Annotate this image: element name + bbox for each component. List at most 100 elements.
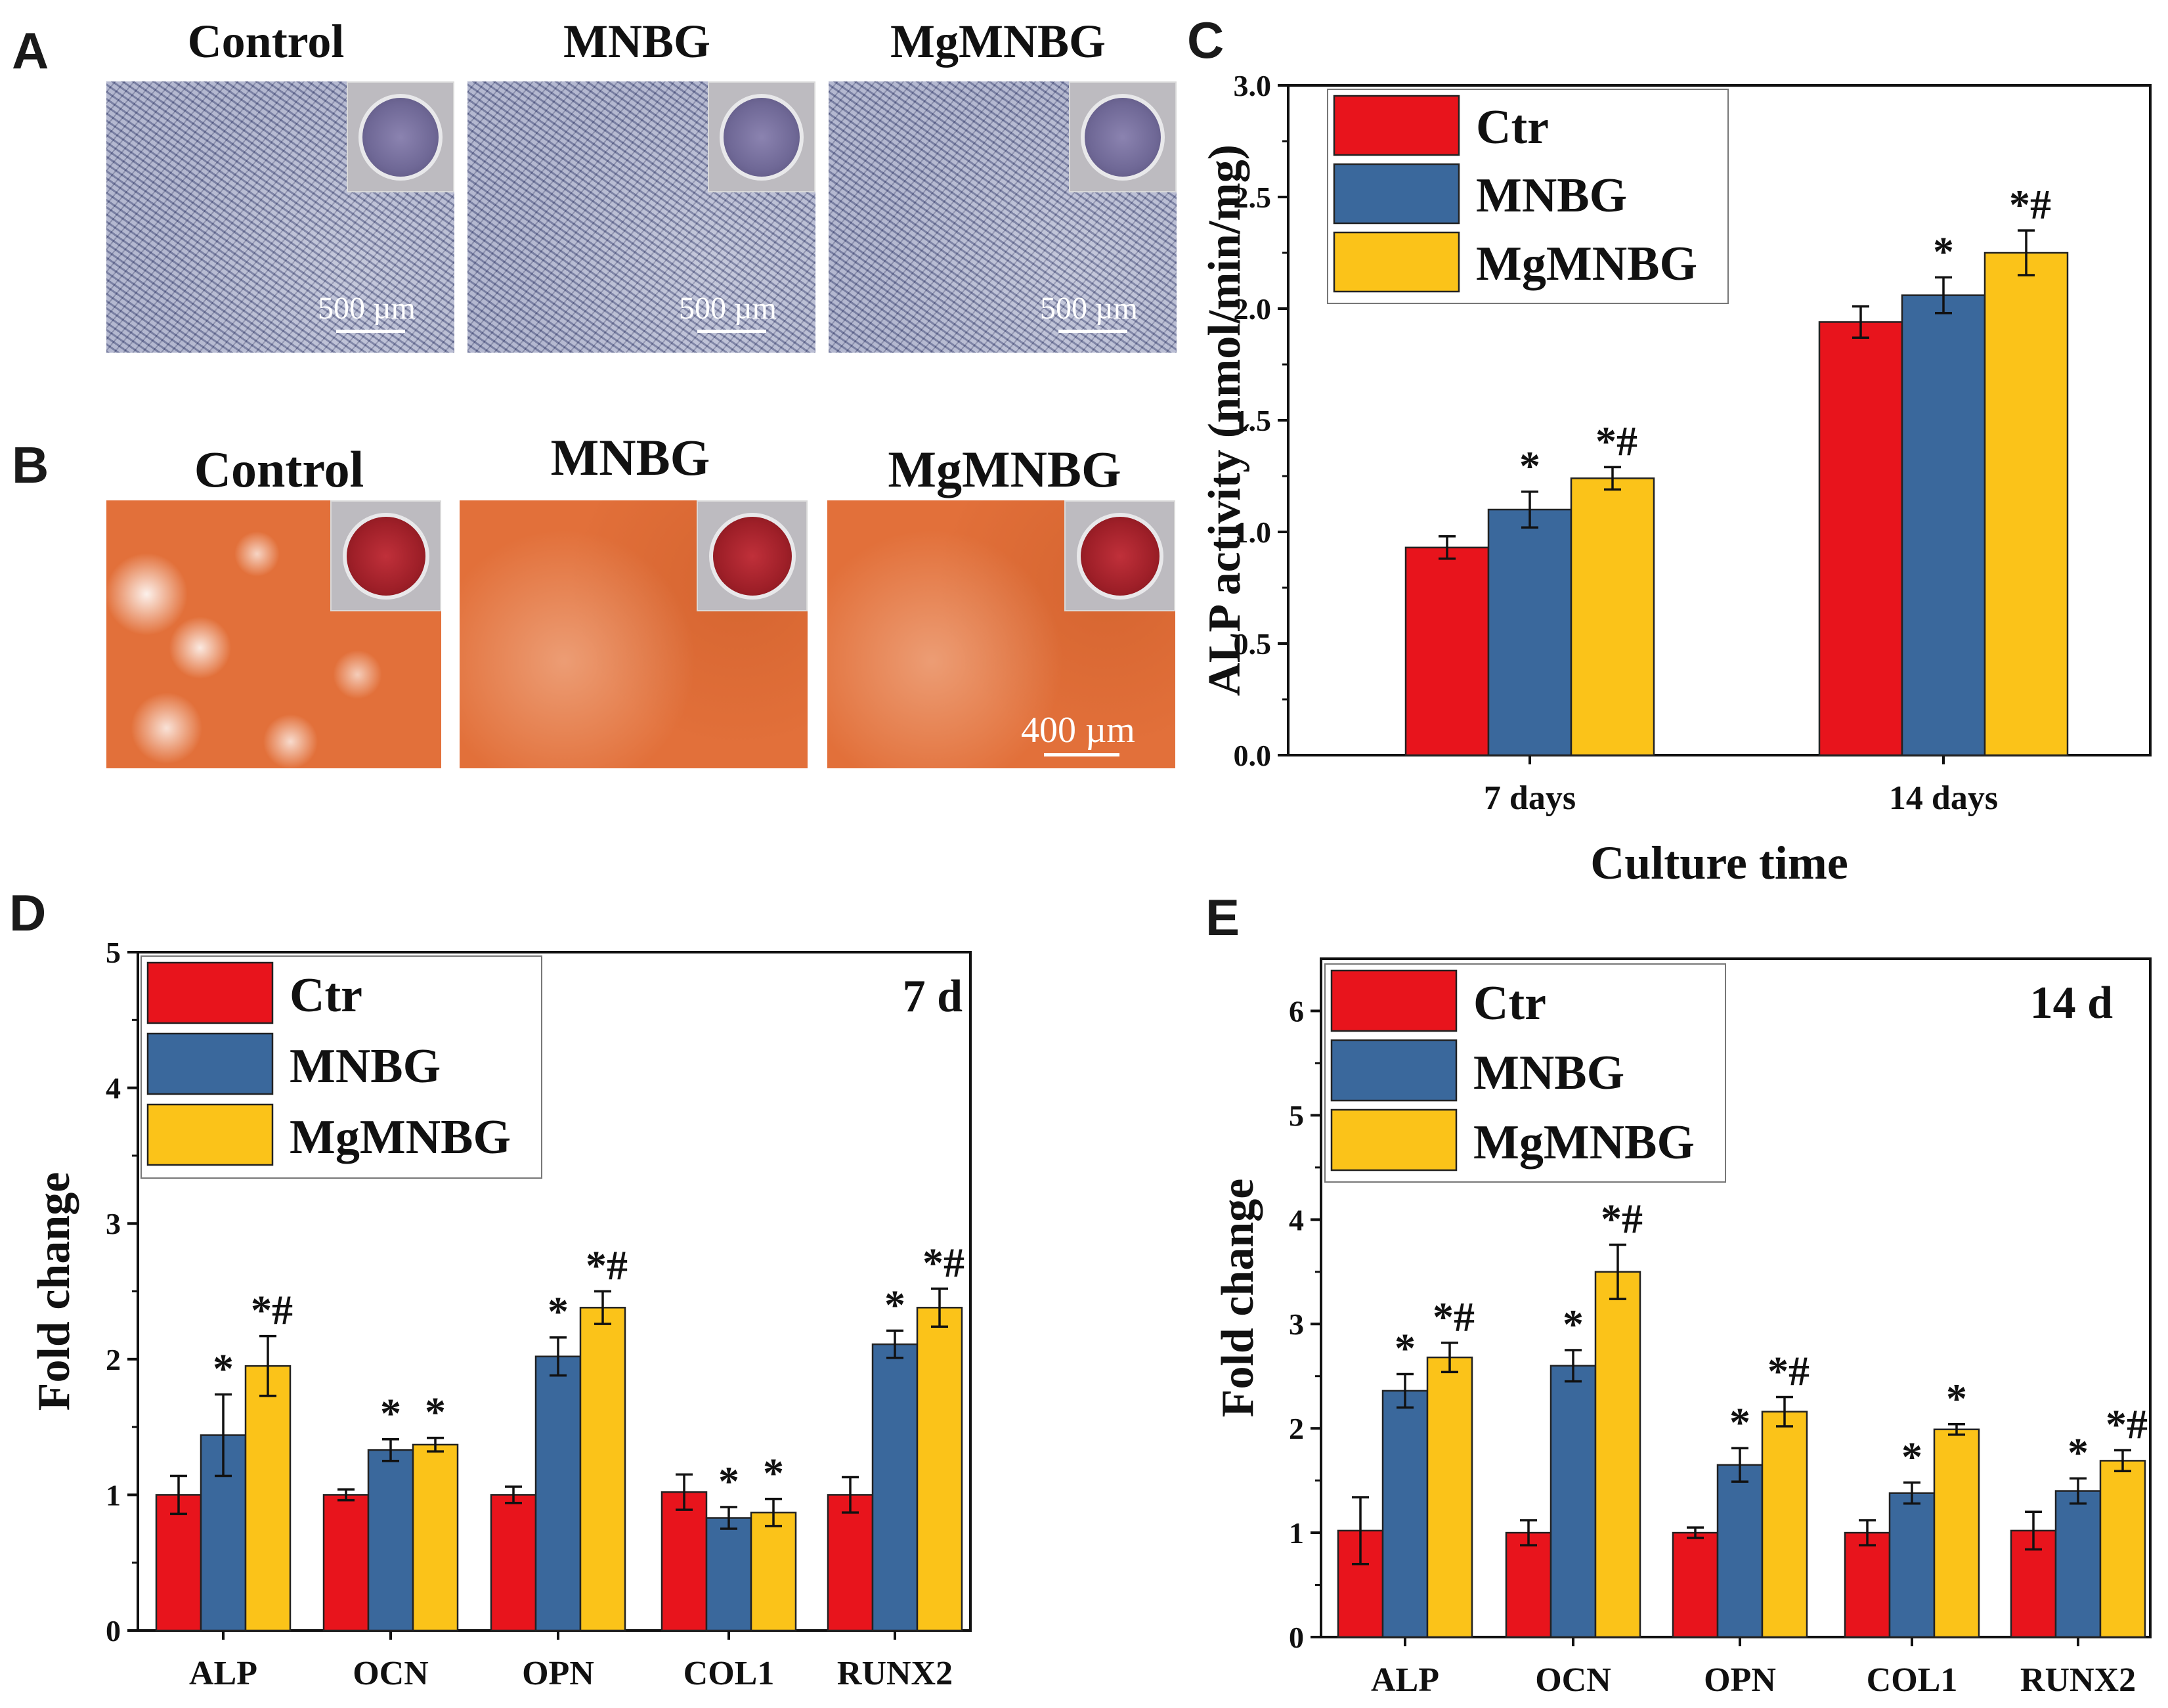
y-tick-label: 3 (1289, 1307, 1304, 1341)
panel-letter-d: D (9, 884, 47, 942)
y-tick-label: 2.0 (1234, 292, 1272, 326)
x-tick-label: ALP (189, 1655, 257, 1692)
y-tick-label: 1.5 (1234, 404, 1272, 437)
scale-bar (336, 330, 405, 333)
x-tick-label: OPN (522, 1655, 594, 1692)
significance-mark: *# (1767, 1347, 1810, 1394)
significance-mark: * (213, 1346, 234, 1392)
legend-label: Ctr (1476, 100, 1549, 154)
y-tick-label: 0.5 (1234, 627, 1272, 661)
ars-stain-image-control (106, 500, 441, 768)
bar-mnbg (534, 1355, 582, 1632)
bar-ctr (1844, 1531, 1891, 1638)
bar-mgmnbg (1426, 1356, 1473, 1638)
bar-mnbg (1888, 1492, 1936, 1638)
significance-mark: *# (922, 1239, 965, 1286)
bar-mnbg (1487, 508, 1572, 756)
panel-letter-e: E (1205, 888, 1240, 946)
bar-mnbg (1901, 294, 1986, 756)
alp-well-photo-mnbg (708, 81, 815, 192)
panel-b-title-mnbg: MNBG (550, 429, 710, 486)
panel-a-title-control: Control (187, 15, 345, 68)
significance-mark: *# (586, 1242, 628, 1289)
bar-mgmnbg (244, 1365, 292, 1632)
x-tick-label: OCN (1535, 1661, 1611, 1699)
x-tick-label: COL1 (683, 1655, 775, 1692)
x-tick-label: OCN (353, 1655, 429, 1692)
x-tick-label: RUNX2 (2020, 1661, 2136, 1699)
alp-well-photo-mgmnbg (1069, 81, 1177, 192)
significance-mark: * (1395, 1325, 1416, 1372)
alp-stain-image-mgmnbg: 500 µm (829, 81, 1177, 353)
x-tick-label: 14 days (1889, 779, 1998, 817)
ars-well-photo-mnbg (697, 500, 808, 611)
y-tick-label: 3 (106, 1207, 121, 1240)
panel-b-title-mgmnbg: MgMNBG (888, 441, 1121, 498)
y-tick-label: 0 (1289, 1621, 1304, 1654)
panel-a-title-mgmnbg: MgMNBG (890, 15, 1106, 68)
scale-label: 500 µm (318, 291, 416, 326)
bar-mnbg (1381, 1390, 1429, 1638)
significance-mark: *# (1601, 1195, 1643, 1242)
significance-mark: * (2068, 1429, 2089, 1476)
legend-swatch-mgmnbg (1333, 231, 1460, 293)
bar-ctr (1505, 1531, 1552, 1638)
y-axis-label: Fold change (29, 1172, 79, 1411)
bar-mnbg (871, 1343, 919, 1632)
scale-label: 400 µm (1021, 710, 1135, 751)
bar-mgmnbg (1570, 477, 1655, 756)
legend-label: MgMNBG (290, 1110, 511, 1164)
bar-mgmnbg (1984, 252, 2069, 756)
significance-mark: * (884, 1281, 905, 1328)
y-tick-label: 5 (1289, 1099, 1304, 1132)
x-axis-label: Culture time (1590, 837, 1848, 889)
y-tick-label: 2.5 (1234, 181, 1272, 214)
significance-mark: * (1563, 1301, 1584, 1347)
scale-label: 500 µm (679, 291, 777, 326)
significance-mark: * (380, 1390, 401, 1437)
legend-swatch-mnbg (1333, 163, 1460, 225)
bar-mgmnbg (750, 1512, 797, 1632)
bar-mgmnbg (916, 1307, 963, 1632)
x-tick-label: ALP (1371, 1661, 1439, 1699)
x-tick-label: OPN (1704, 1661, 1776, 1699)
legend-swatch-mnbg (146, 1032, 274, 1095)
panel-letter-b: B (12, 436, 49, 494)
bar-ctr (1672, 1531, 1719, 1638)
legend-label: MgMNBG (1473, 1116, 1695, 1170)
bar-ctr (155, 1494, 202, 1632)
ars-stain-image-mnbg (460, 500, 808, 768)
legend-label: MNBG (290, 1040, 441, 1093)
alp-stain-image-mnbg: 500 µm (467, 81, 815, 353)
significance-mark: *# (251, 1287, 293, 1334)
legend-label: MNBG (1473, 1046, 1624, 1100)
ars-well-photo-mgmnbg (1064, 500, 1175, 611)
y-axis-label: ALP activity (nmol/min/mg) (1200, 144, 1250, 696)
y-tick-label: 0 (106, 1614, 121, 1648)
bar-mgmnbg (412, 1443, 459, 1632)
bar-mgmnbg (579, 1307, 626, 1632)
legend-swatch-ctr (1330, 969, 1458, 1032)
y-tick-label: 4 (1289, 1203, 1304, 1237)
y-tick-label: 6 (1289, 994, 1304, 1028)
y-tick-label: 1.0 (1234, 515, 1272, 549)
x-tick-label: COL1 (1867, 1661, 1958, 1699)
scale-label: 500 µm (1040, 291, 1138, 326)
alp-stain-image-control: 500 µm (106, 81, 454, 353)
significance-mark: *# (1595, 418, 1637, 464)
significance-mark: * (1933, 228, 1954, 274)
y-tick-label: 3.0 (1234, 69, 1272, 102)
panel-letter-c: C (1187, 11, 1225, 69)
legend-label: Ctr (290, 969, 362, 1022)
bar-ctr (322, 1494, 370, 1632)
x-tick-label: 7 days (1484, 779, 1576, 817)
chart-title: 14 d (2030, 978, 2114, 1028)
y-tick-label: 2 (1289, 1412, 1304, 1445)
bar-mnbg (1716, 1464, 1764, 1638)
legend-swatch-ctr (1333, 95, 1460, 156)
legend-label: Ctr (1473, 976, 1546, 1030)
significance-mark: * (1519, 443, 1540, 489)
scale-bar (1044, 753, 1119, 756)
significance-mark: *# (2009, 181, 2051, 228)
